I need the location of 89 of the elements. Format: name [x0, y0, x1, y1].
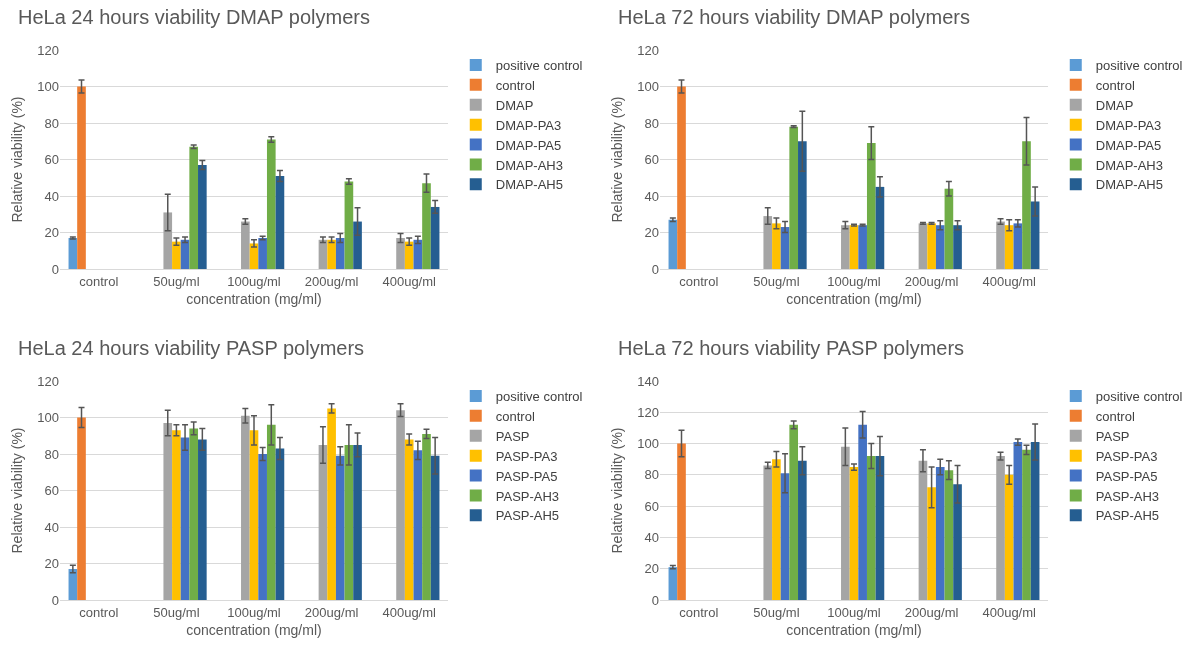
chart-title: HeLa 24 hours viability DMAP polymers: [18, 5, 371, 28]
x-tick-label: 100ug/ml: [827, 273, 881, 289]
y-tick-label: 60: [644, 498, 659, 514]
x-tick-label: 50ug/ml: [753, 273, 800, 289]
chart-title: HeLa 24 hours viability PASP polymers: [18, 336, 365, 359]
y-tick-label: 80: [644, 467, 659, 483]
y-tick-label: 0: [651, 592, 659, 608]
y-tick-label: 20: [644, 561, 659, 577]
x-tick-label: 400ug/ml: [982, 273, 1037, 289]
y-tick-label: 120: [37, 42, 59, 58]
y-tick-label: 20: [44, 556, 59, 572]
legend-label: control: [495, 77, 535, 93]
x-tick-label: 400ug/ml: [382, 604, 437, 620]
legend-label: PASP: [495, 428, 530, 444]
x-tick-label: 200ug/ml: [904, 273, 959, 289]
y-axis-title: Relative viability (%): [9, 96, 25, 223]
legend-label: control: [495, 408, 535, 424]
legend-label: control: [1095, 408, 1135, 424]
legend-label: DMAP-AH3: [1095, 157, 1163, 173]
legend-label: positive control: [1095, 58, 1183, 74]
y-tick-label: 40: [44, 188, 59, 204]
y-tick-label: 60: [44, 483, 59, 499]
chart-title: HeLa 72 hours viability PASP polymers: [618, 336, 965, 359]
x-axis-title: concentration (mg/ml): [786, 290, 922, 307]
x-tick-label: 200ug/ml: [904, 604, 959, 620]
y-tick-label: 100: [637, 436, 659, 452]
y-tick-label: 80: [44, 115, 59, 131]
legend-label: DMAP-AH3: [495, 157, 563, 173]
x-axis-title: concentration (mg/ml): [186, 621, 322, 638]
y-tick-label: 80: [44, 446, 59, 462]
y-tick-label: 100: [37, 410, 59, 426]
legend-label: PASP-AH3: [1095, 488, 1160, 504]
legend-label: PASP-AH5: [1095, 508, 1160, 524]
legend-label: PASP-PA3: [1095, 448, 1158, 464]
legend-label: PASP-PA5: [495, 468, 558, 484]
x-tick-label: 200ug/ml: [304, 604, 359, 620]
y-tick-label: 40: [644, 188, 659, 204]
x-tick-label: control: [679, 604, 719, 620]
y-tick-label: 40: [644, 529, 659, 545]
x-tick-label: control: [79, 273, 119, 289]
legend-label: DMAP: [1095, 97, 1134, 113]
y-tick-label: 80: [644, 115, 659, 131]
legend-label: DMAP: [495, 97, 534, 113]
legend-label: DMAP-AH5: [495, 177, 563, 193]
chart-title: HeLa 72 hours viability DMAP polymers: [618, 5, 971, 28]
y-tick-label: 0: [651, 261, 659, 277]
y-tick-label: 40: [44, 519, 59, 535]
x-axis-title: concentration (mg/ml): [786, 621, 922, 638]
x-tick-label: 400ug/ml: [382, 273, 437, 289]
y-axis-title: Relative viability (%): [9, 427, 25, 554]
y-tick-label: 120: [637, 42, 659, 58]
x-tick-label: 100ug/ml: [227, 273, 281, 289]
y-tick-label: 100: [37, 79, 59, 95]
x-tick-label: 400ug/ml: [982, 604, 1037, 620]
y-tick-label: 120: [637, 404, 659, 420]
y-axis-title: Relative viability (%): [609, 96, 625, 223]
legend-label: PASP-PA5: [1095, 468, 1158, 484]
legend-label: positive control: [1095, 389, 1183, 405]
y-tick-label: 60: [644, 152, 659, 168]
legend-label: DMAP-AH5: [1095, 177, 1163, 193]
y-tick-label: 120: [37, 373, 59, 389]
x-tick-label: control: [79, 604, 119, 620]
legend-label: DMAP-PA3: [495, 117, 562, 133]
x-axis-title: concentration (mg/ml): [186, 290, 322, 307]
x-tick-label: 100ug/ml: [227, 604, 281, 620]
y-tick-label: 0: [51, 261, 59, 277]
legend-label: PASP-PA3: [495, 448, 558, 464]
legend-label: PASP-AH3: [495, 488, 560, 504]
x-tick-label: 50ug/ml: [153, 273, 200, 289]
legend-label: control: [1095, 77, 1135, 93]
y-tick-label: 60: [44, 152, 59, 168]
y-tick-label: 140: [637, 373, 659, 389]
x-tick-label: 100ug/ml: [827, 604, 881, 620]
legend-label: positive control: [495, 58, 583, 74]
y-tick-label: 100: [637, 79, 659, 95]
legend-label: DMAP-PA3: [1095, 117, 1162, 133]
x-tick-label: 50ug/ml: [153, 604, 200, 620]
y-tick-label: 0: [51, 592, 59, 608]
y-tick-label: 20: [644, 225, 659, 241]
legend-label: PASP: [1095, 428, 1130, 444]
y-tick-label: 20: [44, 225, 59, 241]
x-tick-label: 200ug/ml: [304, 273, 359, 289]
x-tick-label: 50ug/ml: [753, 604, 800, 620]
x-tick-label: control: [679, 273, 719, 289]
legend-label: PASP-AH5: [495, 508, 560, 524]
legend-label: DMAP-PA5: [1095, 137, 1162, 153]
legend-label: positive control: [495, 389, 583, 405]
legend-label: DMAP-PA5: [495, 137, 562, 153]
y-axis-title: Relative viability (%): [609, 427, 625, 554]
